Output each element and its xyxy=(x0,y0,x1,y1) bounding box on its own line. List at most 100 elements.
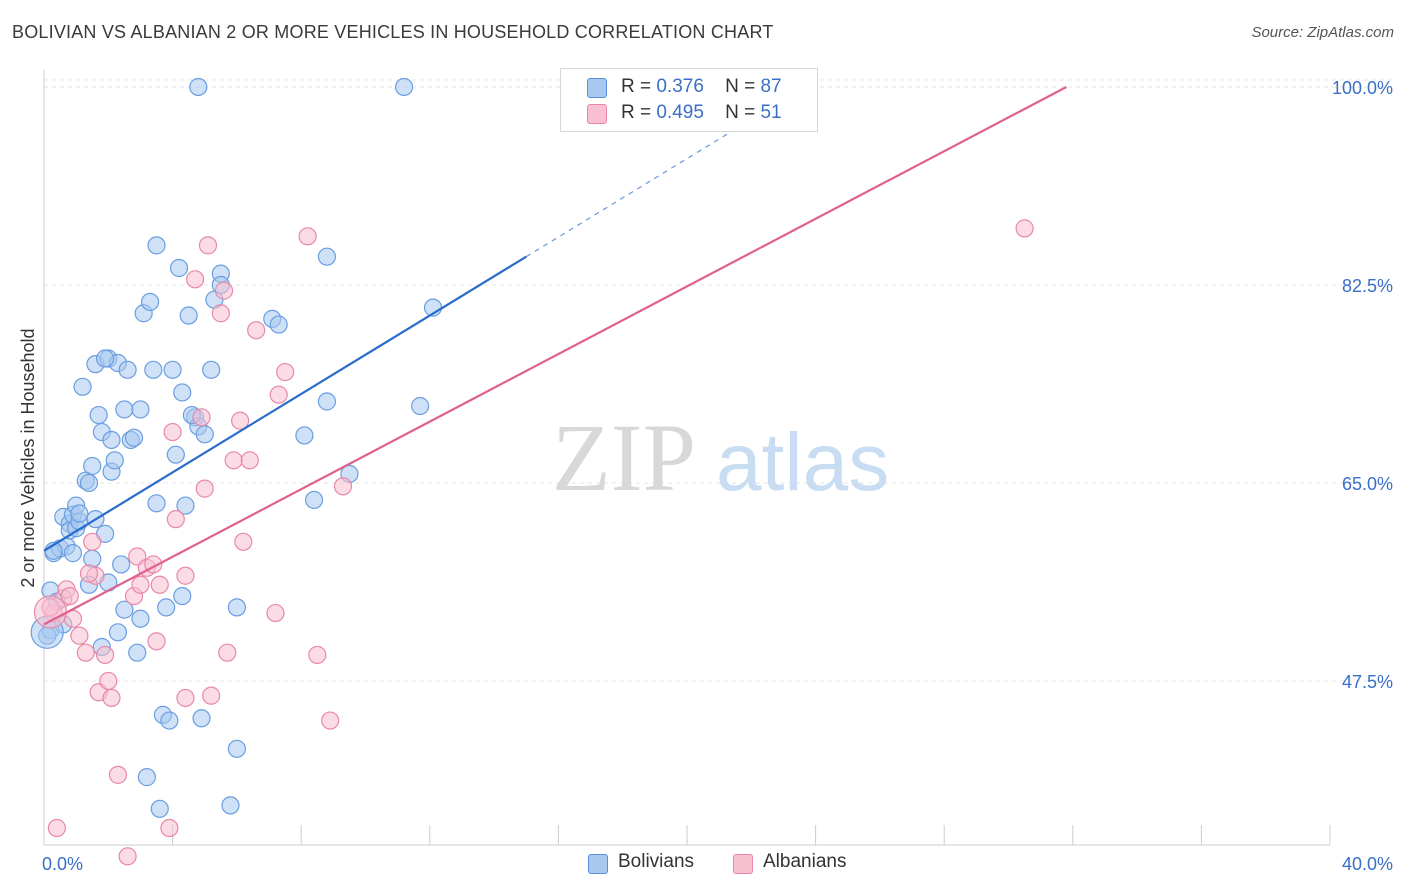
legend-r-value-bolivians: 0.376 xyxy=(656,76,704,97)
bolivians-point-47 xyxy=(147,236,166,255)
albanians-point-8 xyxy=(83,532,102,551)
bolivians-point-30 xyxy=(105,451,124,470)
albanians-point-26 xyxy=(176,688,195,708)
y-tick-label-1: 65.0% xyxy=(1342,474,1393,494)
bolivians-point-50 xyxy=(157,598,176,617)
albanians-point-44 xyxy=(298,227,317,246)
albanians-point-32 xyxy=(202,686,221,705)
albanians-point-45 xyxy=(308,645,327,665)
bolivians-point-62 xyxy=(192,709,211,728)
bolivians-point-76 xyxy=(317,392,337,411)
trend-layer xyxy=(43,85,1067,626)
albanians-point-4 xyxy=(60,586,79,606)
legend-n-value-albanians: 51 xyxy=(760,102,782,123)
bolivians-trend-extension xyxy=(525,109,768,258)
albanians-point-46 xyxy=(321,711,340,730)
legend-r-value-albanians: 0.495 xyxy=(656,102,704,123)
albanians-point-28 xyxy=(186,270,205,289)
bolivians-point-34 xyxy=(115,600,134,619)
bolivians-point-38 xyxy=(124,428,144,447)
albanians-point-15 xyxy=(118,847,137,866)
bolivians-point-73 xyxy=(295,426,314,445)
bolivians-point-70 xyxy=(227,739,246,758)
bolivians-point-33 xyxy=(112,555,131,574)
label-layer: 47.5% 65.0% 82.5% 100.0% 0.0% 40.0% 2 or more … xyxy=(18,78,1393,874)
legend-swatch-bolivians xyxy=(587,78,607,98)
bolivians-point-41 xyxy=(131,400,150,419)
albanians-trend-line xyxy=(43,85,1067,626)
bolivians-point-32 xyxy=(108,623,128,642)
bolivians-point-63 xyxy=(195,425,214,444)
correlation-legend: R = 0.376 N = 87 R = 0.495 N = 51 xyxy=(560,68,818,132)
legend-r-label: R = xyxy=(621,76,652,97)
albanians-point-43 xyxy=(276,362,295,382)
bolivians-point-44 xyxy=(140,292,160,312)
albanians-point-23 xyxy=(160,818,179,838)
legend-swatch-albanians xyxy=(587,104,607,124)
albanians-point-21 xyxy=(147,632,166,651)
bolivians-point-56 xyxy=(173,383,192,402)
legend-n-value-bolivians: 87 xyxy=(760,76,782,97)
albanians-point-24 xyxy=(163,422,182,442)
bolivians-point-17 xyxy=(79,473,99,493)
bolivians-point-57 xyxy=(176,496,195,515)
bolivians-point-68 xyxy=(221,796,240,815)
bottom-legend-label-bolivians: Bolivians xyxy=(618,851,695,872)
bolivians-point-83 xyxy=(70,504,89,523)
y-tick-label-0: 47.5% xyxy=(1342,672,1393,692)
bolivians-point-15 xyxy=(73,377,92,396)
y-tick-label-2: 82.5% xyxy=(1342,276,1393,296)
albanians-point-31 xyxy=(198,236,218,255)
legend-r-label: R = xyxy=(621,102,652,123)
albanians-point-29 xyxy=(192,408,211,427)
points-layer xyxy=(30,77,1034,866)
bolivians-point-36 xyxy=(118,360,137,379)
albanians-point-47 xyxy=(333,477,353,496)
albanians-point-12 xyxy=(99,671,118,691)
albanians-point-13 xyxy=(102,688,121,708)
albanians-point-25 xyxy=(166,510,185,529)
albanians-point-38 xyxy=(234,532,253,551)
bolivians-point-48 xyxy=(150,799,169,818)
albanians-point-41 xyxy=(266,603,285,623)
albanians-point-37 xyxy=(231,411,250,430)
bottom-legend-swatch-albanians xyxy=(733,854,753,874)
albanians-point-35 xyxy=(218,643,237,662)
bolivians-point-46 xyxy=(147,494,166,513)
legend-n-label: N = xyxy=(725,76,756,97)
bolivians-point-79 xyxy=(411,396,430,416)
bolivians-point-74 xyxy=(304,490,324,510)
albanians-point-18 xyxy=(131,575,150,594)
watermark-atlas: atlas xyxy=(716,417,889,508)
bolivians-point-19 xyxy=(83,549,102,568)
albanians-point-42 xyxy=(269,385,288,404)
bolivians-point-52 xyxy=(163,360,182,379)
albanians-point-30 xyxy=(195,479,214,498)
bolivians-point-64 xyxy=(202,360,221,379)
bolivians-point-23 xyxy=(89,405,108,425)
albanians-big-point-0 xyxy=(33,595,68,629)
bolivians-point-54 xyxy=(169,258,189,278)
grid-layer xyxy=(44,79,1395,682)
bolivians-point-43 xyxy=(137,768,156,787)
albanians-point-7 xyxy=(76,643,95,662)
bolivians-point-69 xyxy=(227,598,246,617)
bolivians-point-53 xyxy=(166,445,185,464)
albanians-point-50 xyxy=(79,564,99,583)
albanians-point-14 xyxy=(108,765,128,784)
albanians-point-33 xyxy=(211,304,230,323)
source-label: Source: ZipAtlas.com xyxy=(1251,24,1394,41)
bolivians-point-78 xyxy=(394,77,414,97)
chart-title: BOLIVIAN VS ALBANIAN 2 OR MORE VEHICLES … xyxy=(12,22,774,42)
albanians-point-39 xyxy=(240,451,259,470)
bolivians-point-20 xyxy=(83,456,102,476)
watermark-zip: ZIP xyxy=(552,404,696,511)
x-tick-label-0: 0.0% xyxy=(42,854,83,874)
bottom-legend-swatch-bolivians xyxy=(588,854,608,874)
bolivians-point-72 xyxy=(269,315,288,334)
bolivians-point-51 xyxy=(160,711,179,730)
bolivians-point-60 xyxy=(189,77,208,97)
bottom-legend-label-albanians: Albanians xyxy=(763,851,847,872)
albanians-point-1 xyxy=(47,818,66,838)
